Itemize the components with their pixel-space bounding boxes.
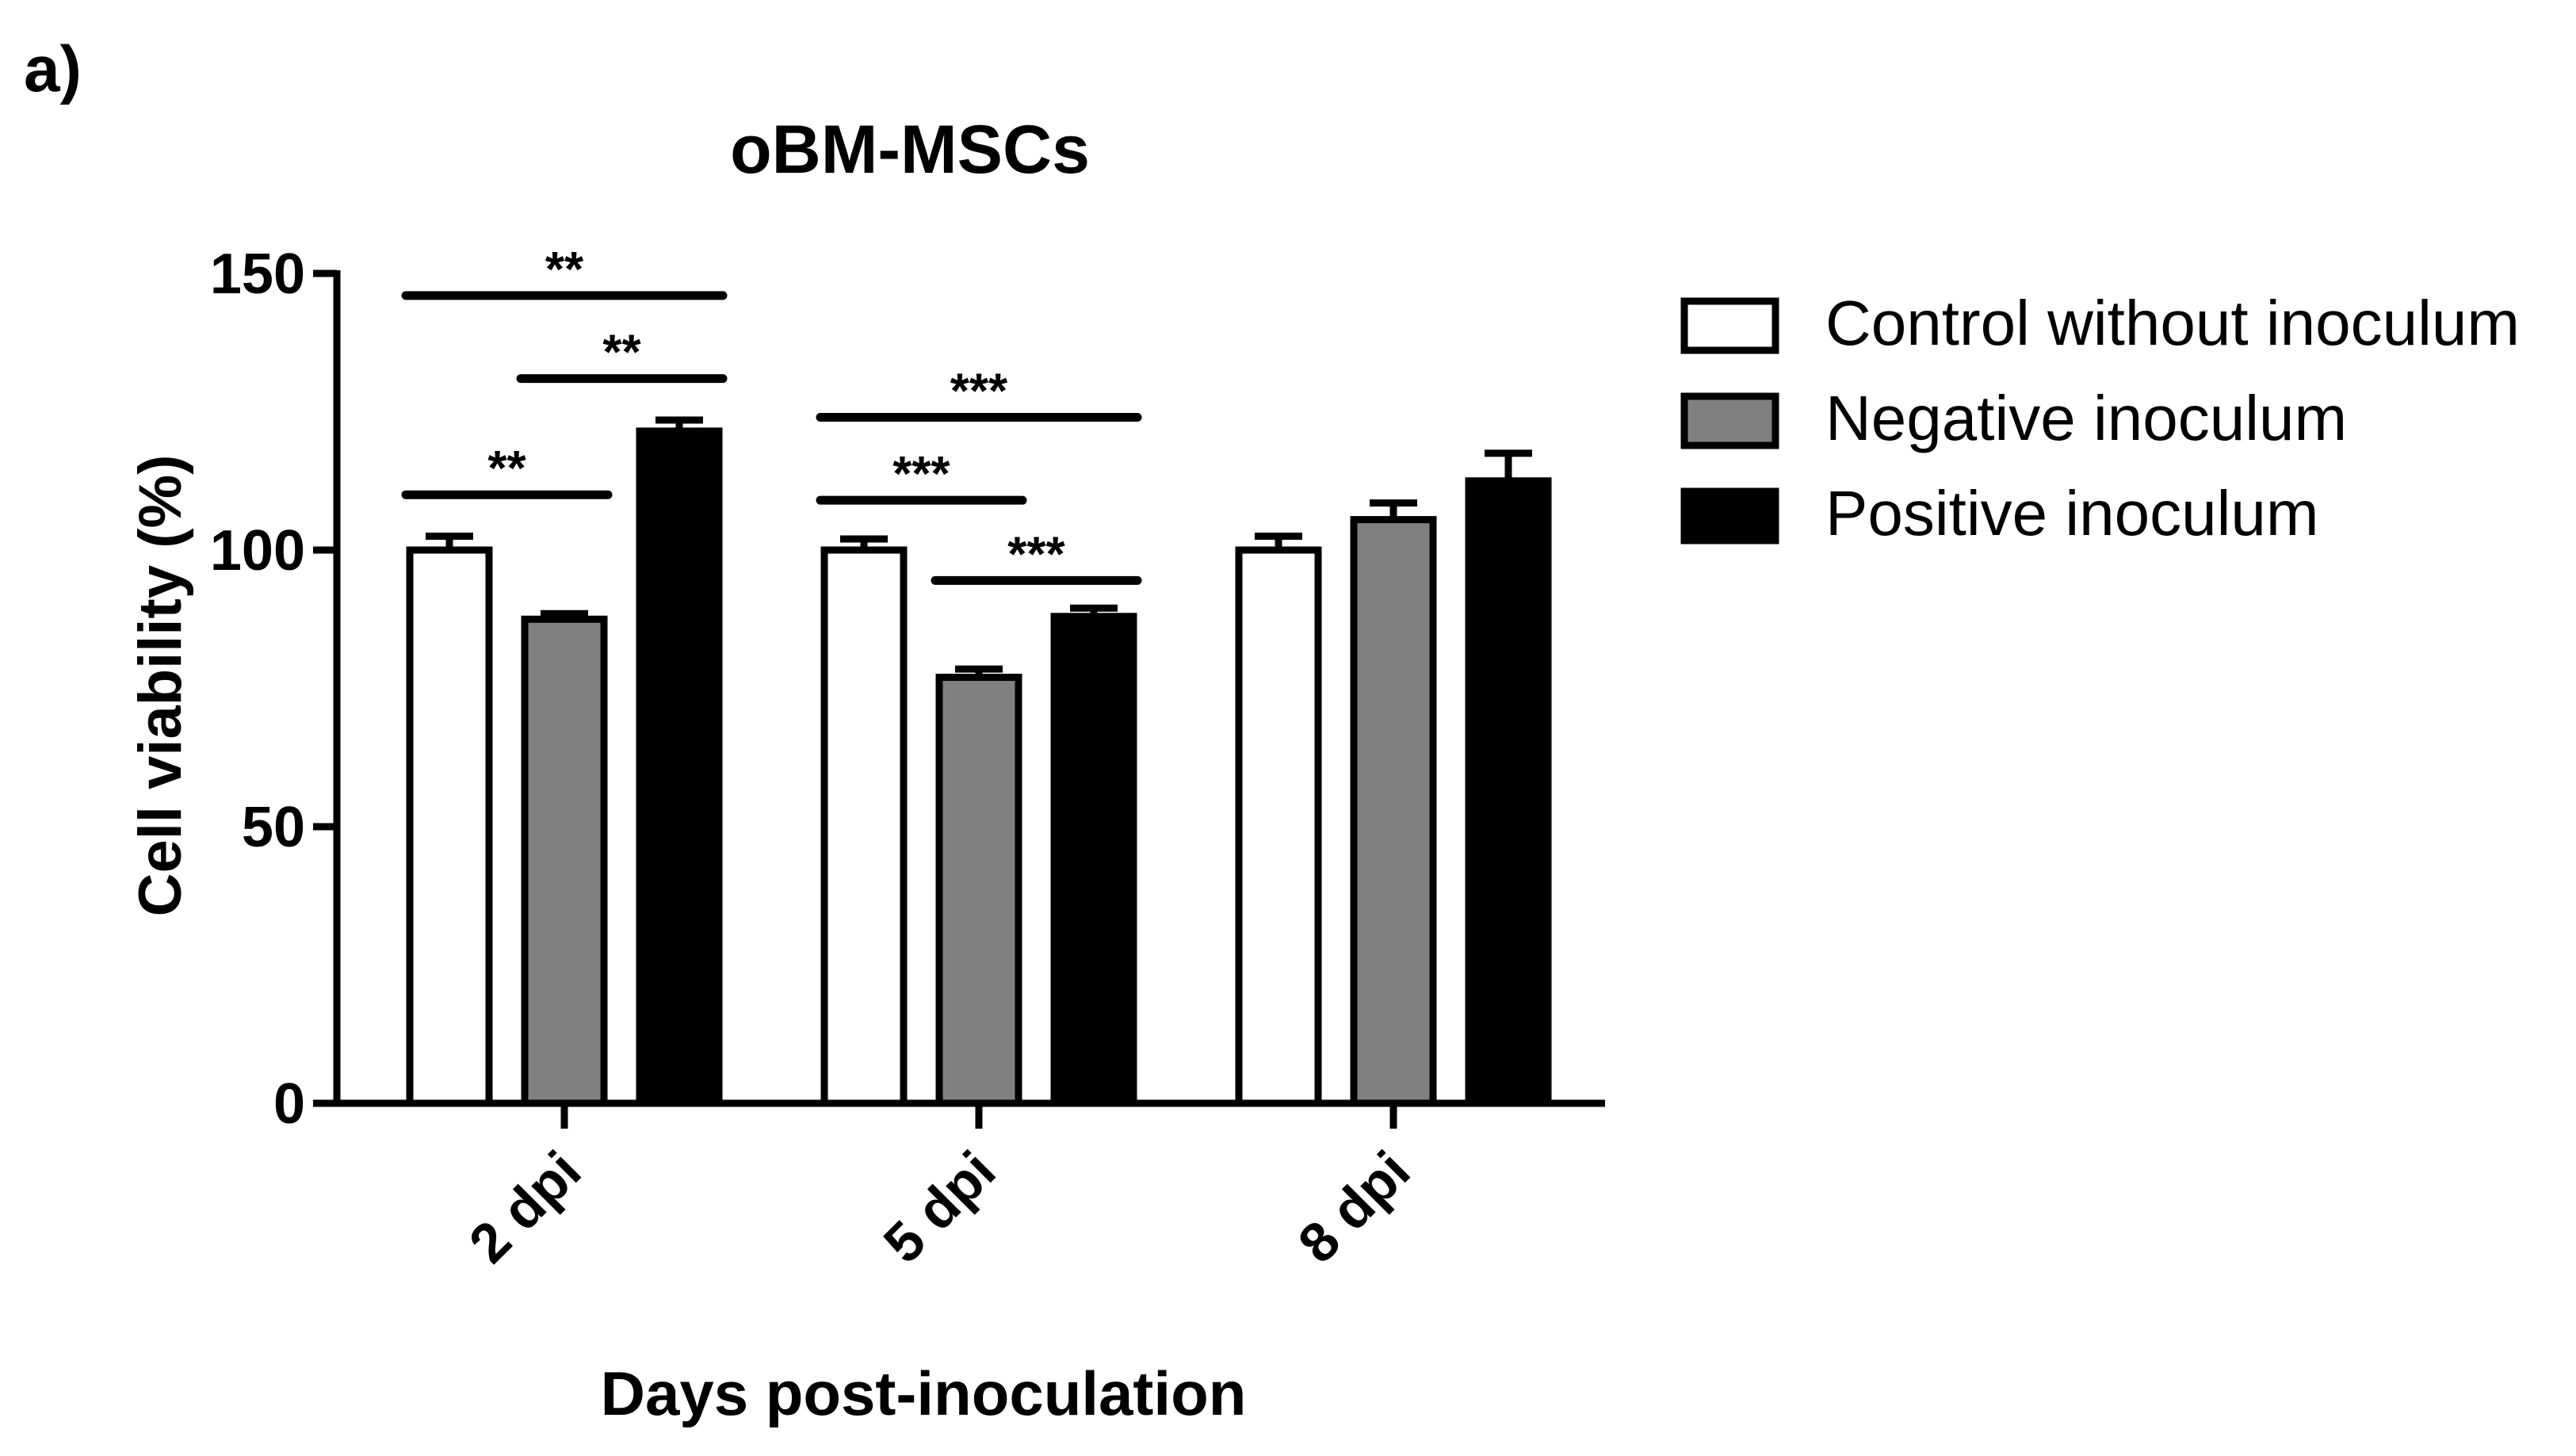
legend-swatch bbox=[1680, 297, 1779, 354]
significance-label: *** bbox=[892, 447, 950, 502]
legend-swatch bbox=[1680, 392, 1779, 449]
x-tick-label: 8 dpi bbox=[1286, 1139, 1422, 1274]
bar bbox=[521, 615, 608, 1107]
legend-label: Positive inoculum bbox=[1825, 478, 2319, 548]
significance-label: ** bbox=[487, 441, 526, 496]
x-tick-label: 5 dpi bbox=[872, 1139, 1007, 1274]
y-tick-label: 150 bbox=[210, 243, 305, 306]
bar bbox=[1465, 477, 1552, 1107]
bar bbox=[820, 546, 908, 1107]
bar bbox=[1050, 613, 1137, 1107]
significance-label: *** bbox=[1007, 527, 1065, 582]
bar bbox=[1350, 516, 1437, 1107]
chart-title: oBM-MSCs bbox=[730, 112, 1090, 188]
y-axis-label: Cell viability (%) bbox=[127, 455, 194, 917]
bar bbox=[935, 674, 1022, 1107]
y-tick-label: 100 bbox=[210, 519, 305, 583]
significance-label: ** bbox=[602, 326, 641, 380]
legend: Control without inoculum Negative inoculu… bbox=[1680, 288, 2520, 548]
bar bbox=[406, 546, 493, 1107]
x-tick-label: 2 dpi bbox=[457, 1139, 593, 1274]
panel-label: a) bbox=[24, 33, 82, 105]
bar bbox=[1235, 546, 1322, 1107]
legend-label: Control without inoculum bbox=[1825, 288, 2520, 358]
significance-label: *** bbox=[950, 364, 1008, 418]
x-axis-label: Days post-inoculation bbox=[601, 1359, 1247, 1428]
bar bbox=[636, 427, 723, 1107]
significance-label: ** bbox=[545, 243, 584, 297]
legend-swatch bbox=[1680, 487, 1779, 545]
legend-label: Negative inoculum bbox=[1825, 383, 2347, 453]
y-tick-label: 50 bbox=[242, 796, 305, 859]
y-tick-label: 0 bbox=[273, 1072, 305, 1136]
